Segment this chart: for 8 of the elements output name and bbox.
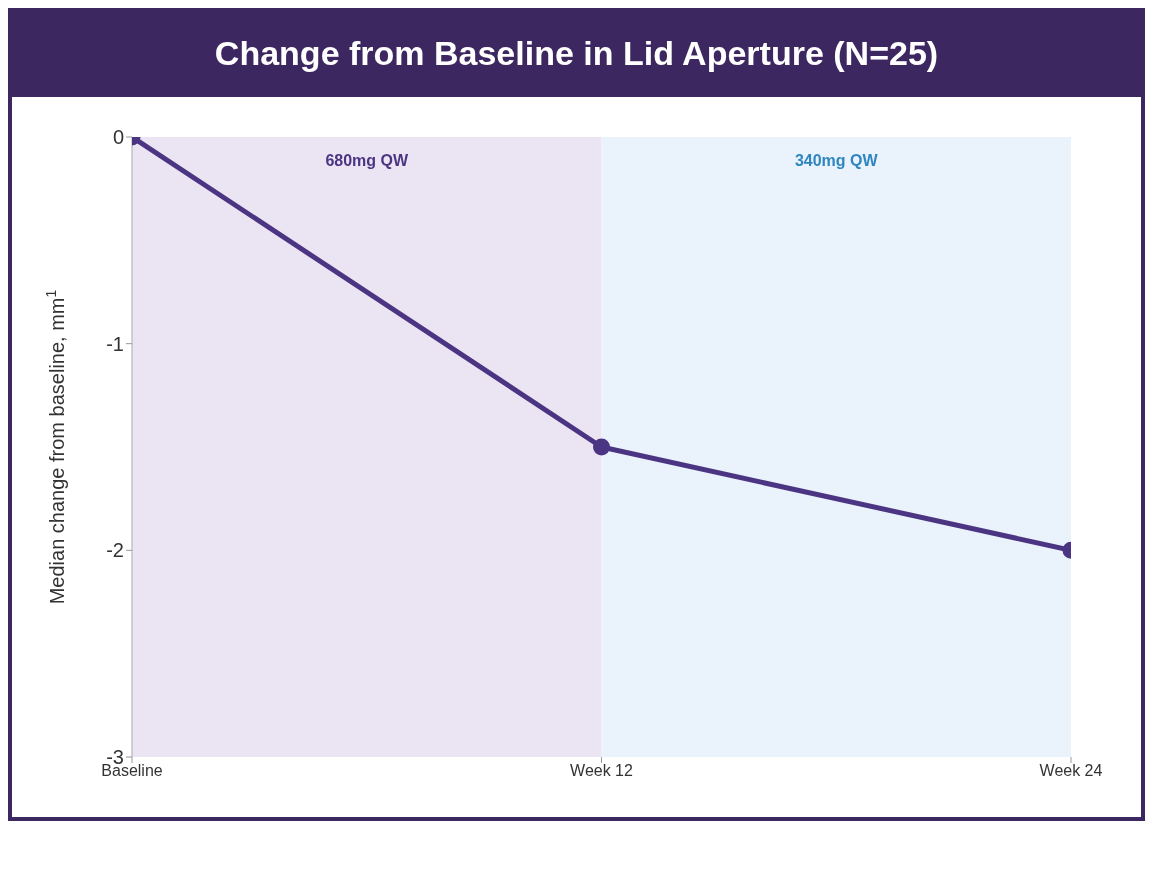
y-tick-label: -1 xyxy=(106,332,124,355)
x-tick-label: Week 12 xyxy=(570,762,634,780)
y-tick-label: 0 xyxy=(112,126,124,149)
band-label: 340mg QW xyxy=(794,152,879,170)
y-tick-label: -2 xyxy=(106,539,124,562)
chart-title: Change from Baseline in Lid Aperture (N=25) xyxy=(12,12,1141,97)
x-tick-label: Week 24 xyxy=(1039,762,1103,780)
band-label: 680mg QW xyxy=(325,152,409,170)
